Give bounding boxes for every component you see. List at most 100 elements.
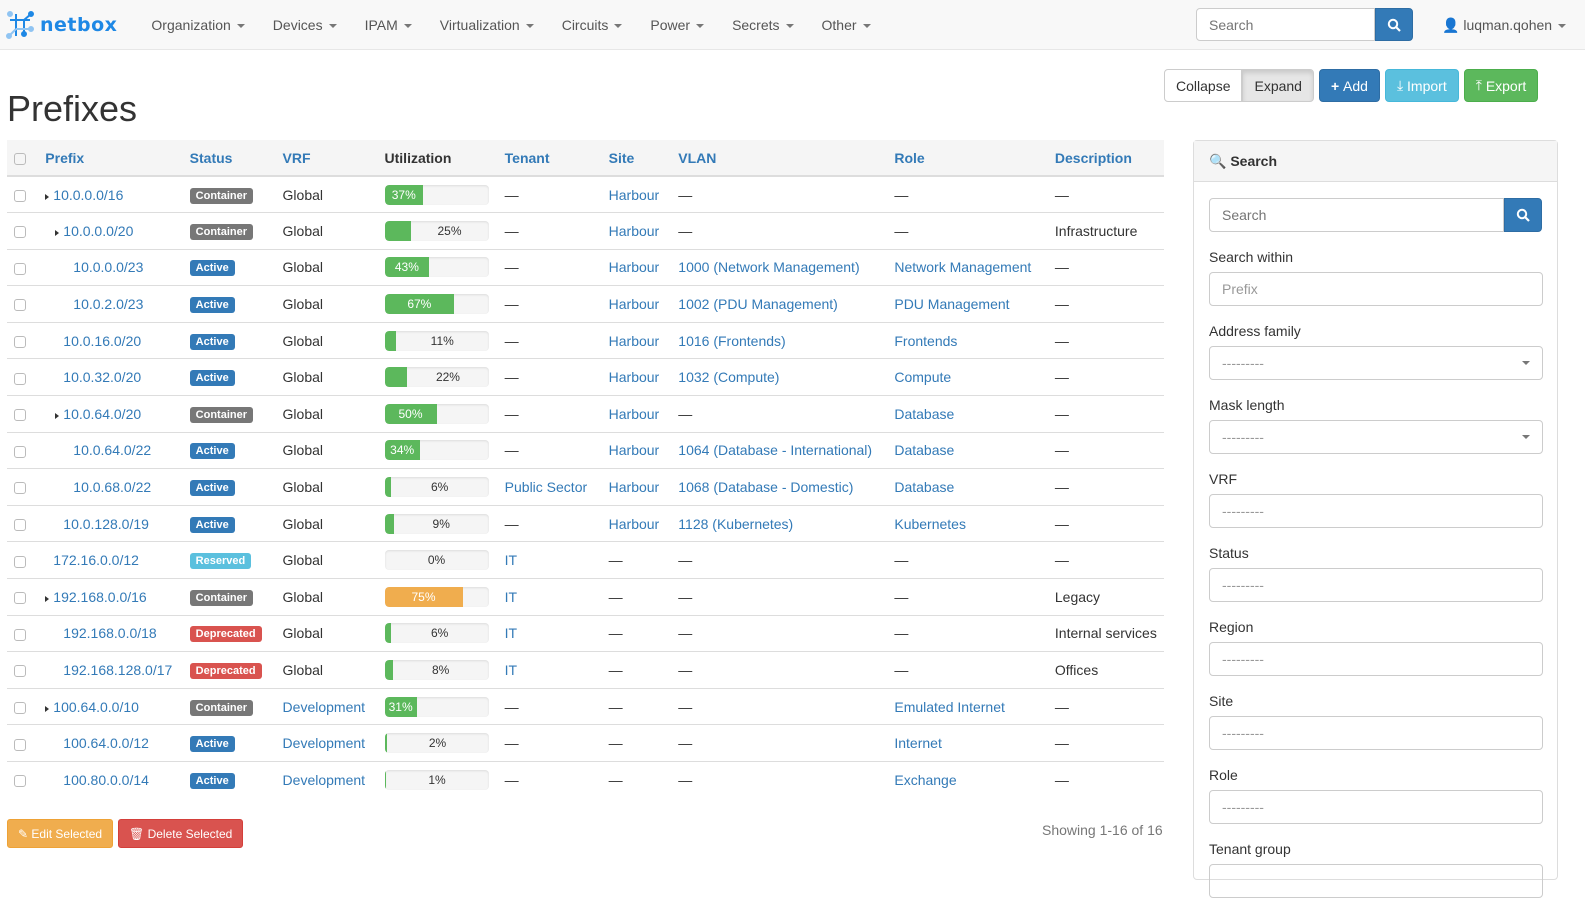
import-button[interactable]: ⤓ Import <box>1384 69 1459 102</box>
tenant-cell[interactable]: IT <box>504 662 518 679</box>
expand-arrow-icon[interactable] <box>45 705 50 712</box>
column-header-site[interactable]: Site <box>602 140 673 177</box>
column-header-description[interactable]: Description <box>1048 140 1164 177</box>
filter-role-field[interactable]: --------- <box>1209 790 1543 824</box>
prefix-link[interactable]: 100.64.0.0/12 <box>63 735 149 752</box>
site-cell[interactable]: Harbour <box>608 442 660 459</box>
prefix-link[interactable]: 100.64.0.0/10 <box>53 698 139 715</box>
row-checkbox[interactable] <box>14 518 26 531</box>
role-cell[interactable]: Frontends <box>894 332 958 349</box>
role-cell[interactable]: PDU Management <box>894 296 1010 313</box>
row-checkbox[interactable] <box>14 775 26 788</box>
prefix-link[interactable]: 10.0.0.0/23 <box>73 259 144 276</box>
column-header-label[interactable]: Status <box>189 149 233 166</box>
column-header-vrf[interactable]: VRF <box>276 140 379 177</box>
nav-menu-devices[interactable]: Devices <box>259 17 351 33</box>
vlan-cell[interactable]: 1032 (Compute) <box>678 369 780 386</box>
vlan-cell[interactable]: 1000 (Network Management) <box>678 259 860 276</box>
nav-menu-ipam[interactable]: IPAM <box>351 17 426 33</box>
vrf-cell[interactable]: Development <box>282 772 366 789</box>
prefix-link[interactable]: 10.0.32.0/20 <box>63 369 142 386</box>
row-checkbox[interactable] <box>14 409 26 422</box>
role-cell[interactable]: Database <box>894 479 955 496</box>
site-cell[interactable]: Harbour <box>608 332 660 349</box>
row-checkbox[interactable] <box>14 628 26 641</box>
tenant-cell[interactable]: IT <box>504 625 518 642</box>
expand-arrow-icon[interactable] <box>45 193 50 200</box>
row-checkbox[interactable] <box>14 738 26 751</box>
column-header-label[interactable]: Prefix <box>45 149 85 166</box>
expand-button[interactable]: Expand <box>1242 69 1314 102</box>
column-header-label[interactable]: Role <box>894 149 925 166</box>
filter-status-field[interactable]: --------- <box>1209 568 1543 602</box>
column-header-label[interactable]: Description <box>1054 149 1132 166</box>
row-checkbox[interactable] <box>14 189 26 202</box>
prefix-link[interactable]: 10.0.2.0/23 <box>73 296 144 313</box>
site-cell[interactable]: Harbour <box>608 479 660 496</box>
add-button[interactable]: + Add <box>1318 69 1380 102</box>
site-cell[interactable]: Harbour <box>608 222 660 239</box>
site-cell[interactable]: Harbour <box>608 296 660 313</box>
prefix-link[interactable]: 10.0.0.0/16 <box>53 186 124 203</box>
nav-menu-other[interactable]: Other <box>808 17 885 33</box>
user-menu[interactable]: 👤 luqman.qohen <box>1442 17 1567 34</box>
vlan-cell[interactable]: 1016 (Frontends) <box>678 332 786 349</box>
role-cell[interactable]: Database <box>894 405 955 422</box>
row-checkbox[interactable] <box>14 665 26 678</box>
column-header-label[interactable]: VLAN <box>678 149 717 166</box>
panel-search-button[interactable] <box>1504 198 1542 232</box>
vlan-cell[interactable]: 1128 (Kubernetes) <box>678 515 794 532</box>
filter-tenant-group-field[interactable] <box>1209 864 1543 898</box>
site-cell[interactable]: Harbour <box>608 405 660 422</box>
brand-logo[interactable]: netbox <box>6 10 117 39</box>
role-cell[interactable]: Kubernetes <box>894 515 966 532</box>
panel-search-input[interactable] <box>1209 198 1505 232</box>
prefix-link[interactable]: 192.168.0.0/18 <box>63 625 157 642</box>
export-button[interactable]: ⤒ Export <box>1463 69 1539 102</box>
nav-menu-circuits[interactable]: Circuits <box>548 17 637 33</box>
filter-address-family-field[interactable]: --------- <box>1209 346 1543 380</box>
site-cell[interactable]: Harbour <box>608 515 660 532</box>
filter-mask-length-field[interactable]: --------- <box>1209 420 1543 454</box>
nav-menu-power[interactable]: Power <box>636 17 718 33</box>
site-cell[interactable]: Harbour <box>608 369 660 386</box>
site-cell[interactable]: Harbour <box>608 259 660 276</box>
vlan-cell[interactable]: 1002 (PDU Management) <box>678 296 838 313</box>
role-cell[interactable]: Database <box>894 442 955 459</box>
nav-menu-virtualization[interactable]: Virtualization <box>426 17 548 33</box>
column-header-tenant[interactable]: Tenant <box>498 140 603 177</box>
vrf-cell[interactable]: Development <box>282 735 366 752</box>
tenant-cell[interactable]: IT <box>504 552 518 569</box>
row-checkbox[interactable] <box>14 262 26 275</box>
column-header-vlan[interactable]: VLAN <box>672 140 889 177</box>
tenant-cell[interactable]: Public Sector <box>504 479 588 496</box>
filter-site-field[interactable]: --------- <box>1209 716 1543 750</box>
vlan-cell[interactable]: 1064 (Database - International) <box>678 442 873 459</box>
column-header-label[interactable]: Tenant <box>504 149 550 166</box>
prefix-link[interactable]: 192.168.0.0/16 <box>53 588 147 605</box>
expand-arrow-icon[interactable] <box>55 229 60 236</box>
collapse-button[interactable]: Collapse <box>1164 69 1243 102</box>
row-checkbox[interactable] <box>14 299 26 312</box>
row-checkbox[interactable] <box>14 555 26 568</box>
prefix-link[interactable]: 192.168.128.0/17 <box>63 662 173 679</box>
prefix-link[interactable]: 10.0.0.0/20 <box>63 222 134 239</box>
prefix-link[interactable]: 10.0.16.0/20 <box>63 332 142 349</box>
column-header-prefix[interactable]: Prefix <box>39 140 184 177</box>
filter-search-within-field[interactable]: Prefix <box>1209 272 1543 306</box>
vrf-cell[interactable]: Development <box>282 698 366 715</box>
row-checkbox[interactable] <box>14 335 26 348</box>
nav-search-input[interactable] <box>1196 8 1375 41</box>
prefix-link[interactable]: 100.80.0.0/14 <box>63 772 149 789</box>
row-checkbox[interactable] <box>14 445 26 458</box>
role-cell[interactable]: Network Management <box>894 259 1032 276</box>
role-cell[interactable]: Exchange <box>894 772 957 789</box>
edit-selected-button[interactable]: ✎ Edit Selected <box>7 819 114 848</box>
delete-selected-button[interactable]: 🗑 Delete Selected <box>118 819 244 848</box>
prefix-link[interactable]: 10.0.68.0/22 <box>73 479 152 496</box>
role-cell[interactable]: Emulated Internet <box>894 698 1005 715</box>
filter-vrf-field[interactable]: --------- <box>1209 494 1543 528</box>
nav-search-button[interactable] <box>1375 8 1413 41</box>
row-checkbox[interactable] <box>14 372 26 385</box>
prefix-link[interactable]: 172.16.0.0/12 <box>53 552 139 569</box>
